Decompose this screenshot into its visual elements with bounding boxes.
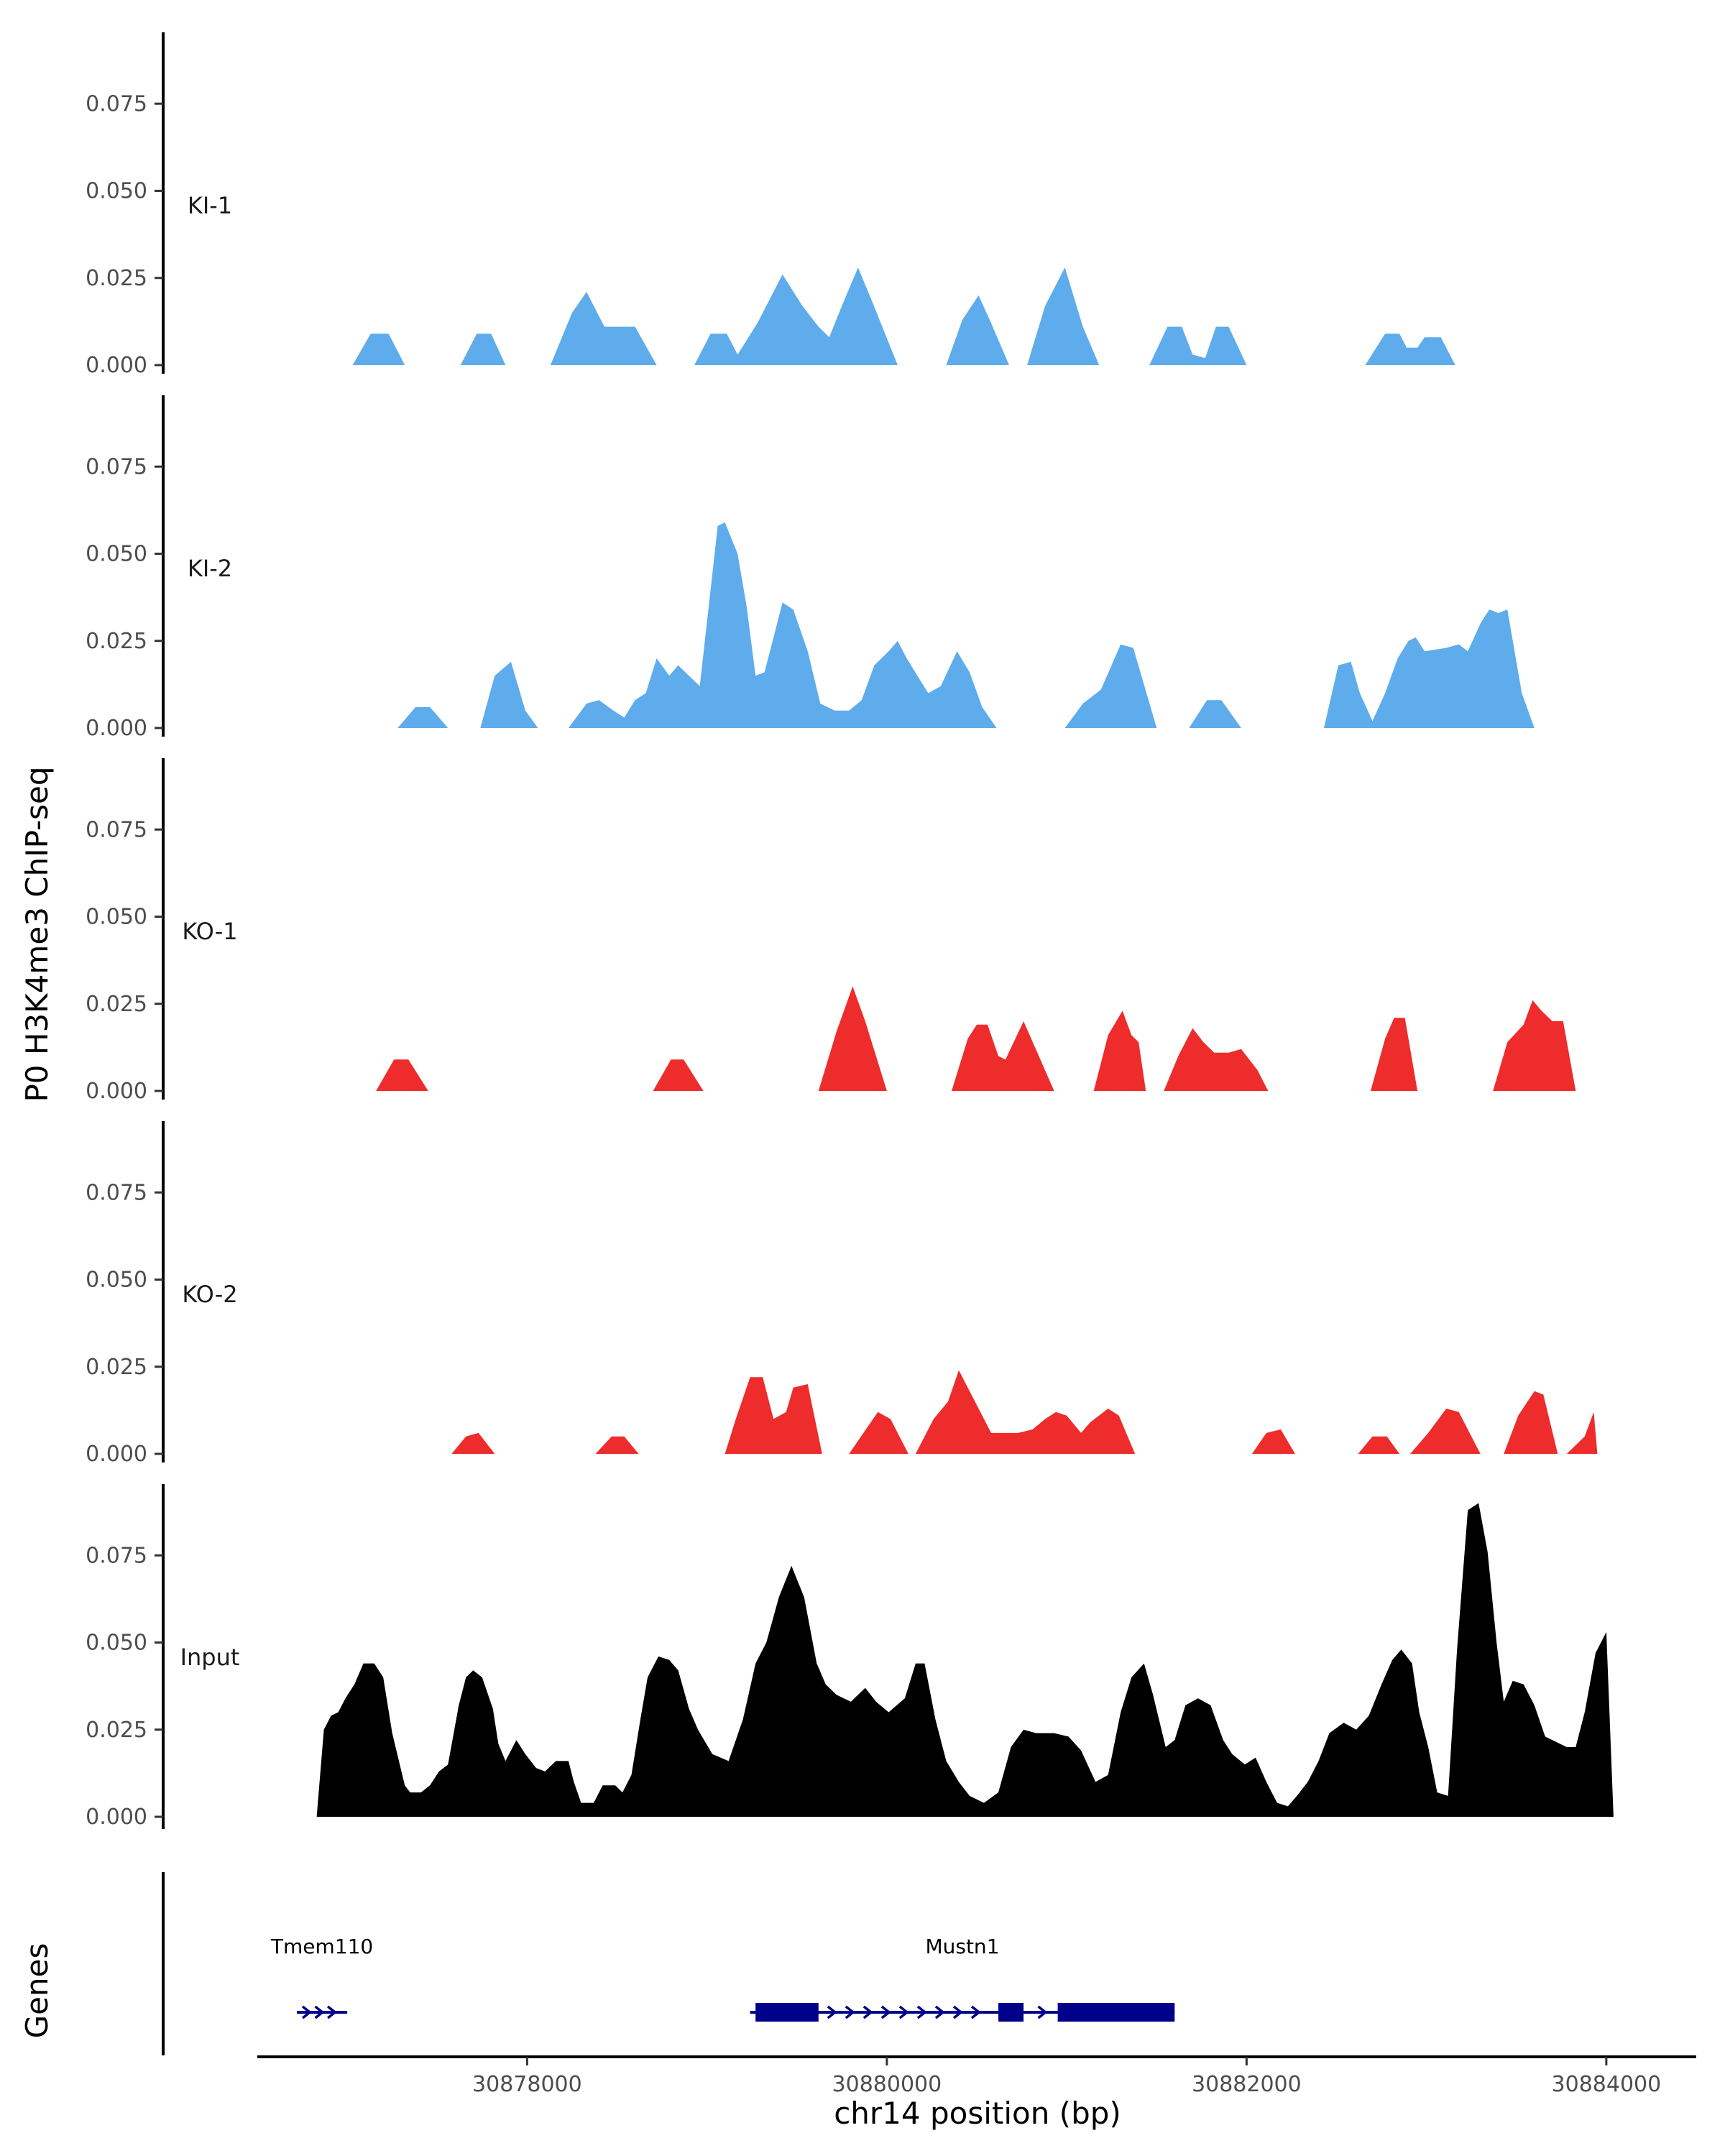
track-ko-2: 0.000 0.025 0.050 0.075 KO-2 — [86, 1121, 1598, 1467]
strand-arrow-icon — [970, 2005, 981, 2019]
strand-arrow-icon — [898, 2005, 909, 2019]
signal-peak — [724, 1377, 822, 1454]
strand-arrow-icon — [952, 2005, 963, 2019]
signal-peak — [1324, 609, 1535, 728]
gene-label: Mustn1 — [925, 1935, 999, 1958]
signal-peak — [1493, 1000, 1576, 1091]
track-ki-1: 0.000 0.025 0.050 0.075 KI-1 — [86, 32, 1455, 378]
signal-peak — [1371, 1018, 1418, 1091]
track-label: Input — [180, 1644, 240, 1671]
signal-peak — [1189, 700, 1241, 728]
track-input: 0.000 0.025 0.050 0.075 Input — [86, 1484, 1614, 1830]
genes-axis-title: Genes — [19, 1943, 55, 2039]
track-label: KI-2 — [188, 555, 232, 582]
y-tick-label: 0.050 — [86, 542, 147, 567]
y-tick-label: 0.025 — [86, 266, 147, 291]
signal-peak — [1504, 1391, 1558, 1454]
signal-peak — [1365, 333, 1455, 365]
track-label: KO-2 — [182, 1281, 237, 1308]
signal-peak — [694, 267, 898, 365]
x-tick-label: 30884000 — [1552, 2072, 1662, 2097]
y-tick-label: 0.000 — [86, 1079, 147, 1104]
track-label: KI-1 — [188, 192, 232, 219]
signal-peak — [376, 1059, 428, 1091]
signal-peak — [915, 1370, 1136, 1454]
y-tick-label: 0.075 — [86, 1180, 147, 1205]
gene-exon — [1057, 2003, 1175, 2022]
strand-arrow-icon — [880, 2005, 891, 2019]
signal-peak — [352, 333, 405, 365]
signal-peak — [316, 1503, 1614, 1817]
signal-peak — [568, 522, 997, 728]
signal-peak — [1093, 1010, 1146, 1091]
signal-peak — [595, 1436, 639, 1454]
strand-arrow-icon — [1037, 2005, 1048, 2019]
genes-panel: Tmem110 Mustn1 — [162, 1872, 1175, 2055]
signal-peak — [653, 1059, 704, 1091]
strand-arrow-icon — [934, 2005, 945, 2019]
signal-peak — [946, 295, 1009, 365]
strand-arrow-icon — [862, 2005, 873, 2019]
strand-arrow-icon — [916, 2005, 927, 2019]
y-tick-label: 0.075 — [86, 1543, 147, 1568]
y-tick-label: 0.025 — [86, 992, 147, 1017]
x-tick-label: 30882000 — [1192, 2072, 1302, 2097]
y-axis-title: P0 H3K4me3 ChIP-seq — [19, 766, 55, 1102]
signal-peak — [480, 661, 538, 728]
y-tick-label: 0.050 — [86, 905, 147, 930]
strand-arrow-icon — [845, 2005, 855, 2019]
gene-label: Tmem110 — [270, 1935, 373, 1958]
y-tick-label: 0.025 — [86, 1355, 147, 1380]
signal-peak — [1410, 1409, 1481, 1454]
y-tick-label: 0.075 — [86, 91, 147, 116]
signal-peak — [952, 1021, 1054, 1091]
y-tick-label: 0.000 — [86, 353, 147, 378]
gene-mustn1: Mustn1 — [750, 1935, 1175, 2022]
gene-exon — [998, 2003, 1024, 2022]
gene-tmem110: Tmem110 — [270, 1935, 373, 2019]
y-tick-label: 0.025 — [86, 629, 147, 654]
y-tick-label: 0.075 — [86, 817, 147, 842]
signal-peak — [397, 706, 448, 728]
signal-peak — [460, 333, 506, 365]
signal-peak — [1566, 1411, 1598, 1454]
y-tick-label: 0.000 — [86, 1805, 147, 1830]
y-tick-label: 0.000 — [86, 716, 147, 741]
signal-tracks: 0.0000.0250.0500.075KI-10.0000.0250.0500… — [86, 32, 1614, 1830]
track-label: KO-1 — [182, 918, 237, 945]
strand-arrow-icon — [327, 2005, 337, 2019]
strand-arrow-icon — [827, 2005, 837, 2019]
y-tick-label: 0.000 — [86, 1442, 147, 1467]
x-tick-label: 30878000 — [472, 2072, 582, 2097]
signal-peak — [1064, 644, 1157, 728]
y-tick-label: 0.050 — [86, 1631, 147, 1656]
x-axis: 30878000 30880000 30882000 30884000 — [257, 2055, 1696, 2097]
x-tick-label: 30880000 — [832, 2072, 942, 2097]
signal-peak — [1358, 1436, 1400, 1454]
track-ko-1: 0.000 0.025 0.050 0.075 KO-1 — [86, 758, 1576, 1104]
signal-peak — [849, 1411, 908, 1454]
x-axis-title: chr14 position (bp) — [834, 2096, 1121, 2131]
y-tick-label: 0.025 — [86, 1718, 147, 1743]
strand-arrow-icon — [301, 2005, 312, 2019]
y-tick-label: 0.075 — [86, 454, 147, 479]
track-ki-2: 0.000 0.025 0.050 0.075 KI-2 — [86, 395, 1535, 741]
strand-arrow-icon — [314, 2005, 325, 2019]
signal-peak — [1251, 1429, 1295, 1454]
signal-peak — [818, 986, 887, 1091]
gene-exon — [755, 2003, 819, 2022]
signal-peak — [1164, 1028, 1269, 1091]
signal-peak — [1027, 267, 1100, 365]
signal-peak — [451, 1432, 495, 1454]
signal-peak — [550, 292, 657, 365]
signal-peak — [1149, 326, 1247, 365]
y-tick-label: 0.050 — [86, 1268, 147, 1293]
y-tick-label: 0.050 — [86, 179, 147, 204]
